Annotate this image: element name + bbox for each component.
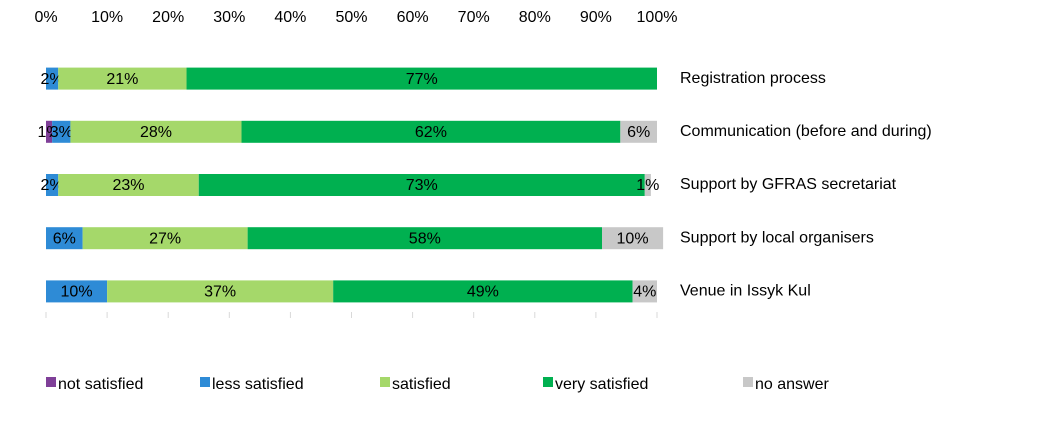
bar-segment bbox=[52, 120, 71, 143]
legend-label: less satisfied bbox=[212, 376, 304, 393]
bar-segment bbox=[58, 67, 187, 90]
legend-swatch bbox=[200, 377, 210, 387]
x-tick-label: 90% bbox=[580, 9, 612, 26]
legend-label: no answer bbox=[755, 376, 829, 393]
bar-segment bbox=[602, 227, 664, 250]
bar-segment bbox=[632, 280, 657, 303]
bar-segment bbox=[46, 67, 59, 90]
data-label: 10% bbox=[61, 284, 93, 301]
x-tick-label: 20% bbox=[152, 9, 184, 26]
bar-segment bbox=[70, 120, 242, 143]
data-label: 10% bbox=[617, 230, 649, 247]
legend-label: very satisfied bbox=[555, 376, 648, 393]
data-label: 77% bbox=[406, 71, 438, 88]
data-label: 37% bbox=[204, 284, 236, 301]
data-label: 49% bbox=[467, 284, 499, 301]
x-tick-label: 30% bbox=[213, 9, 245, 26]
data-label: 58% bbox=[409, 230, 441, 247]
x-tick-label: 60% bbox=[397, 9, 429, 26]
data-label: 73% bbox=[406, 177, 438, 194]
category-label: Communication (before and during) bbox=[680, 123, 932, 140]
bar-segment bbox=[186, 67, 657, 90]
legend-swatch bbox=[46, 377, 56, 387]
data-label: 4% bbox=[633, 284, 656, 301]
data-label: 23% bbox=[112, 177, 144, 194]
x-tick-label: 40% bbox=[274, 9, 306, 26]
x-tick-label: 0% bbox=[34, 9, 57, 26]
data-label: 3% bbox=[50, 124, 73, 141]
data-label: 28% bbox=[140, 124, 172, 141]
bar-segment bbox=[82, 227, 248, 250]
bar-segment bbox=[46, 174, 59, 196]
x-tick-label: 80% bbox=[519, 9, 551, 26]
category-label: Support by local organisers bbox=[680, 229, 874, 246]
x-tick-label: 100% bbox=[637, 9, 678, 26]
data-label: 6% bbox=[53, 230, 76, 247]
data-label: 2% bbox=[41, 177, 64, 194]
legend-swatch bbox=[743, 377, 753, 387]
bar-segment bbox=[58, 174, 199, 196]
bar-segment bbox=[198, 174, 645, 196]
bar-segment bbox=[46, 120, 53, 143]
category-label: Venue in Issyk Kul bbox=[680, 283, 811, 300]
data-label: 6% bbox=[627, 124, 650, 141]
bar-segment bbox=[247, 227, 603, 250]
data-label: 62% bbox=[415, 124, 447, 141]
bar-segment bbox=[46, 280, 108, 303]
legend-label: satisfied bbox=[392, 376, 451, 393]
bar-segment bbox=[333, 280, 633, 303]
category-label: Registration process bbox=[680, 70, 826, 87]
x-tick-label: 10% bbox=[91, 9, 123, 26]
x-tick-label: 70% bbox=[458, 9, 490, 26]
bar-segment bbox=[46, 227, 83, 250]
category-label: Support by GFRAS secretariat bbox=[680, 176, 897, 193]
data-label: 27% bbox=[149, 230, 181, 247]
legend-swatch bbox=[543, 377, 553, 387]
bar-segment bbox=[107, 280, 334, 303]
bar-segment bbox=[620, 120, 657, 143]
data-label: 2% bbox=[41, 71, 64, 88]
bar-segment bbox=[241, 120, 621, 143]
legend-swatch bbox=[380, 377, 390, 387]
bar-segment bbox=[644, 174, 651, 196]
data-label: 21% bbox=[106, 71, 138, 88]
data-label: 1% bbox=[636, 177, 659, 194]
x-tick-label: 50% bbox=[335, 9, 367, 26]
legend-label: not satisfied bbox=[58, 376, 143, 393]
